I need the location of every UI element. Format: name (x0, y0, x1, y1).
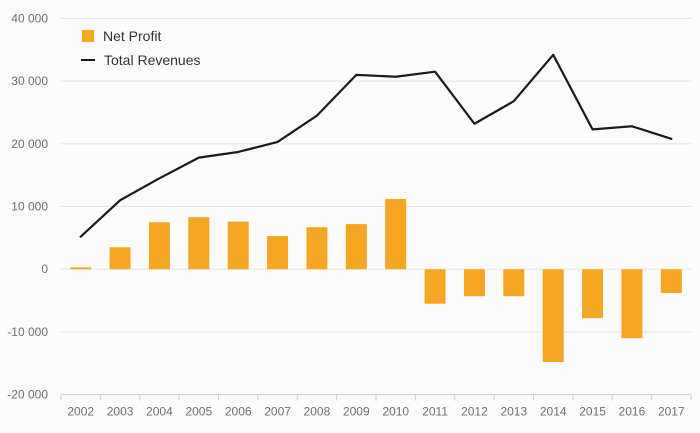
svg-text:2014: 2014 (540, 405, 567, 419)
svg-text:2012: 2012 (461, 405, 488, 419)
svg-text:2008: 2008 (304, 405, 331, 419)
svg-text:2007: 2007 (264, 405, 291, 419)
svg-text:30 000: 30 000 (11, 74, 48, 88)
svg-text:2010: 2010 (382, 405, 409, 419)
svg-text:-10 000: -10 000 (7, 325, 48, 339)
svg-text:2002: 2002 (67, 405, 94, 419)
svg-text:2016: 2016 (619, 405, 646, 419)
svg-text:40 000: 40 000 (11, 11, 48, 25)
svg-text:10 000: 10 000 (11, 200, 48, 214)
svg-text:2005: 2005 (185, 405, 212, 419)
svg-text:2017: 2017 (658, 405, 685, 419)
svg-text:2004: 2004 (146, 405, 173, 419)
svg-text:2013: 2013 (500, 405, 527, 419)
svg-text:2009: 2009 (343, 405, 370, 419)
svg-text:0: 0 (41, 262, 48, 276)
svg-text:-20 000: -20 000 (7, 388, 48, 402)
svg-text:2006: 2006 (225, 405, 252, 419)
svg-text:2003: 2003 (107, 405, 134, 419)
svg-text:20 000: 20 000 (11, 137, 48, 151)
svg-text:2015: 2015 (579, 405, 606, 419)
svg-text:2011: 2011 (422, 405, 448, 419)
